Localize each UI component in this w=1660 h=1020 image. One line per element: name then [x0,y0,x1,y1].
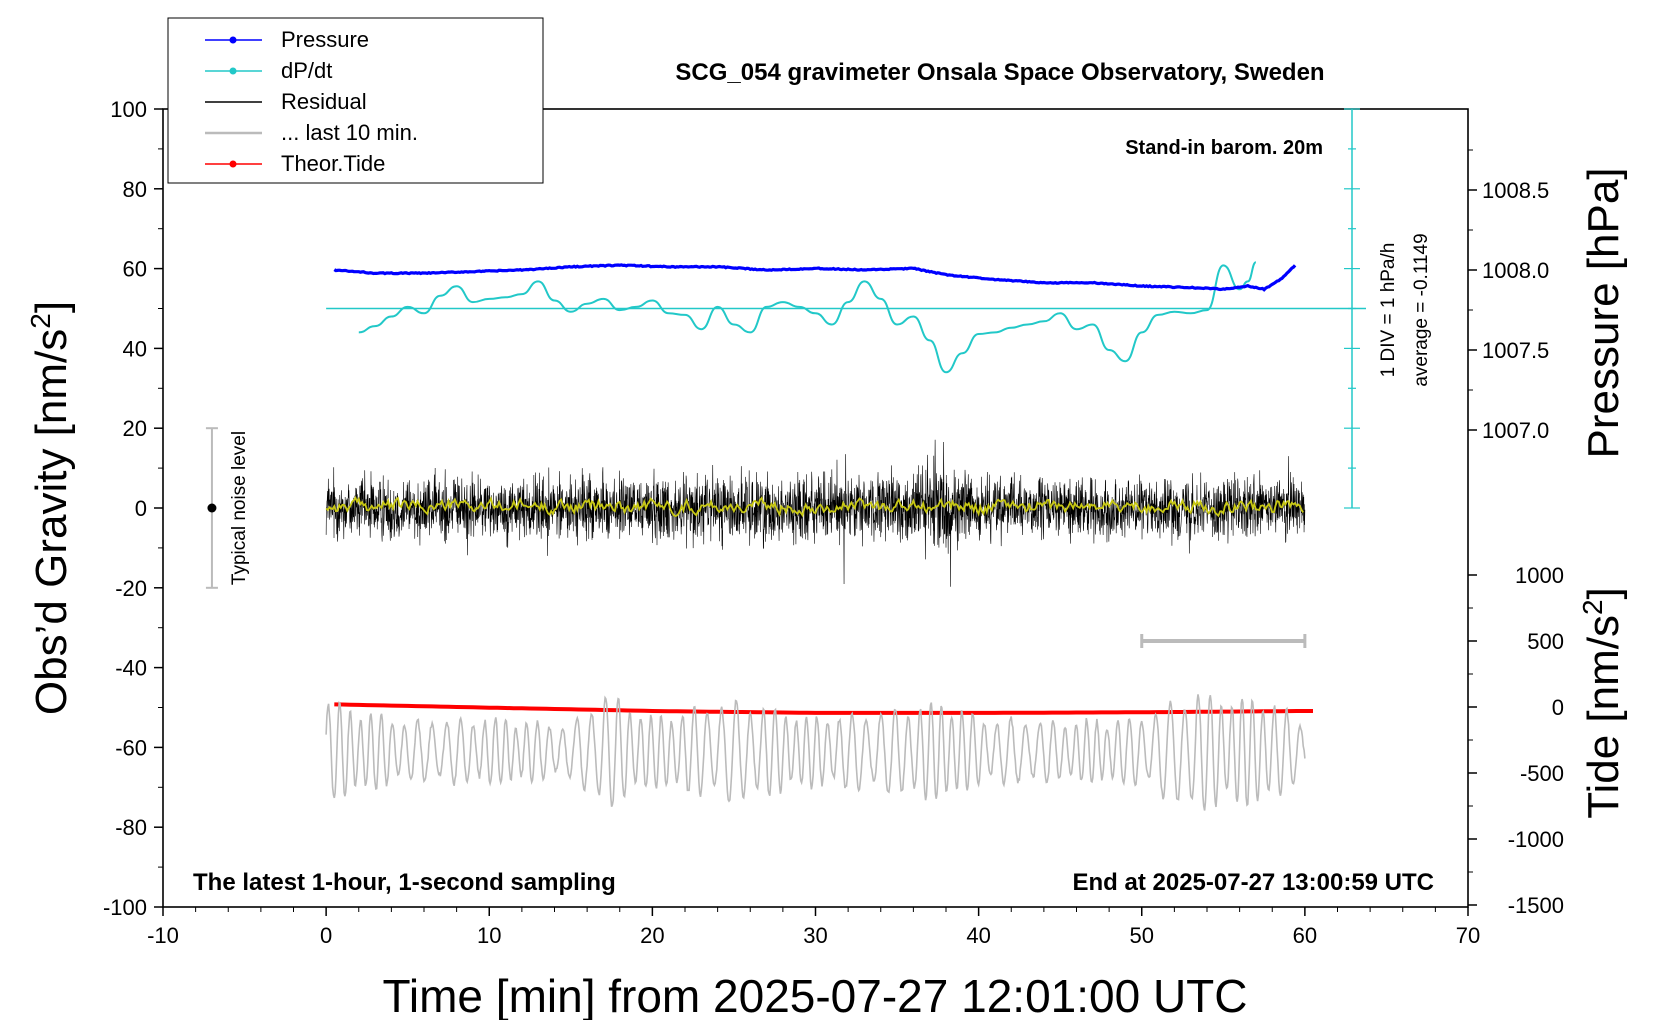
legend-label: Residual [281,89,367,114]
x-tick-label: -10 [147,923,179,948]
pressure-tick-label: 1008.5 [1482,178,1549,203]
theor-tide-line [334,702,1313,715]
sampling-note: The latest 1-hour, 1-second sampling [193,869,616,896]
tide-tick-label: 1000 [1515,563,1564,588]
tide-tick-label: 0 [1552,695,1564,720]
residual-smoothed-series [325,495,1304,518]
y-tick-label: 40 [123,336,147,361]
x-axis-label: Time [min] from 2025-07-27 12:01:00 UTC [383,970,1248,1020]
last10-series [325,694,1306,811]
legend-label: Theor.Tide [281,151,385,176]
x-tick-label: 40 [966,923,990,948]
y-tick-label: -60 [115,735,147,760]
tide-series [334,702,1313,715]
legend-label: Pressure [281,27,369,52]
residual-series [325,439,1306,587]
y-tick-label: -80 [115,815,147,840]
pressure-series [333,263,1297,292]
y-tick-label: 20 [123,416,147,441]
tide-axis-label: Tide [nm/s2] [1577,587,1628,819]
dpdt-series [358,261,1257,374]
noise-bar-center [207,503,217,513]
y-tick-label: 0 [135,496,147,521]
x-tick-label: 20 [640,923,664,948]
x-axis-ticks: -10 0 10 20 30 40 50 60 70 [147,907,1480,948]
y-tick-label: 80 [123,177,147,202]
legend-marker [229,160,237,168]
x-tick-label: 50 [1130,923,1154,948]
y-tick-label: 100 [110,97,147,122]
y-tick-label: 60 [123,257,147,282]
tide-tick-label: 500 [1527,629,1564,654]
noise-level-bar [205,427,218,589]
residual-smoothed-line [325,495,1304,518]
legend-label: ... last 10 min. [281,120,418,145]
end-time-note: End at 2025-07-27 13:00:59 UTC [1073,869,1435,896]
tide-tick-label: -1000 [1508,827,1564,852]
x-tick-label: 30 [803,923,827,948]
dpdt-scale-axis [326,108,1366,509]
legend-marker [229,67,237,75]
tide-tick-label: -1500 [1508,893,1564,918]
x-tick-label: 70 [1456,923,1480,948]
y-tick-label: -100 [103,895,147,920]
pressure-tick-label: 1007.0 [1482,418,1549,443]
legend-box [167,17,544,184]
left-axis-ticks: -100 -80 -60 -40 -20 0 20 40 60 80 100 [103,97,163,920]
tide-tick-label: -500 [1520,761,1564,786]
left-axis-label: Obs’d Gravity [nm/s2] [25,301,76,715]
tide-axis-ticks: 1000 500 0 -500 -1000 -1500 [1468,563,1564,918]
pressure-line [333,263,1297,292]
dpdt-line [358,261,1257,374]
x-tick-label: 10 [477,923,501,948]
pressure-tick-label: 1007.5 [1482,338,1549,363]
noise-label: Typical noise level [229,431,250,585]
last10-range-bar [1140,634,1307,648]
average-note: average = -0.1149 [1411,233,1432,386]
pressure-tick-label: 1008.0 [1482,258,1549,283]
barometer-note: Stand-in barom. 20m [1125,137,1323,159]
pressure-axis-ticks: 1007.0 1007.5 1008.0 1008.5 [1468,149,1549,443]
legend-marker [229,36,237,44]
x-tick-label: 0 [320,923,332,948]
pressure-axis-label: Pressure [hPa] [1579,167,1628,458]
legend-label: dP/dt [281,58,332,83]
x-tick-label: 60 [1293,923,1317,948]
last10-line [325,694,1306,811]
legend: Pressure dP/dt Residual ... last 10 min. The… [167,17,544,184]
residual-line [325,439,1306,587]
y-tick-label: -40 [115,656,147,681]
chart-title: SCG_054 gravimeter Onsala Space Observat… [675,59,1324,86]
y-tick-label: -20 [115,576,147,601]
div-note: 1 DIV = 1 hPa/h [1378,243,1399,378]
